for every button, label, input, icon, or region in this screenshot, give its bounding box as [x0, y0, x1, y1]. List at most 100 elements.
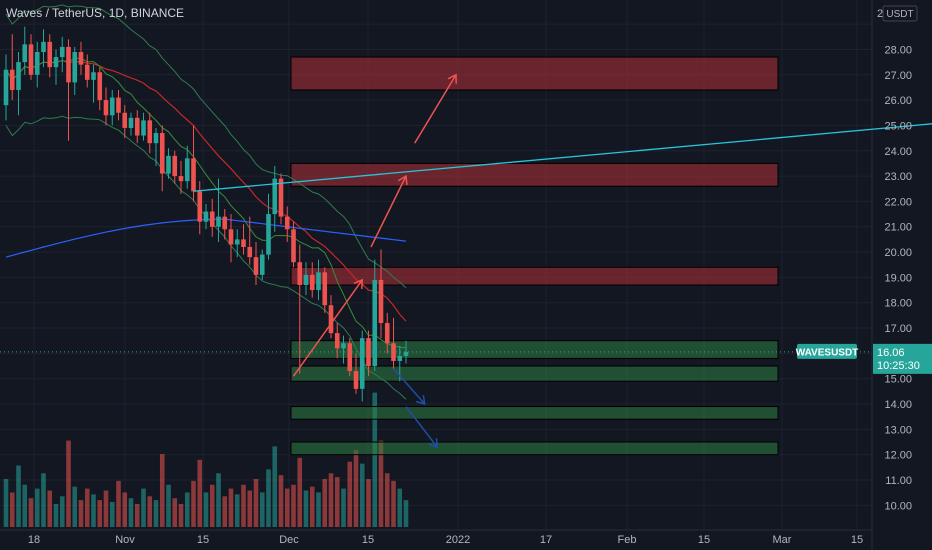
candle	[84, 64, 90, 80]
symbol-title: Waves / TetherUS, 1D, BINANCE	[6, 6, 188, 20]
candle	[253, 257, 259, 275]
volume-bar	[247, 490, 253, 527]
candle	[134, 117, 140, 136]
candle	[34, 51, 40, 75]
candle	[266, 214, 271, 255]
volume-bar	[297, 457, 303, 527]
candle	[397, 355, 403, 361]
price-tick-label: 19.00	[884, 272, 912, 284]
price-tick-label: 12.00	[884, 450, 912, 462]
candle	[178, 176, 184, 182]
volume-bar	[116, 480, 121, 527]
volume-bar	[328, 473, 334, 527]
volume-bar	[91, 494, 96, 527]
time-tick-label: 15	[197, 534, 209, 546]
volume-bar	[22, 484, 28, 527]
price-tag-countdown: 10:25:30	[877, 360, 920, 372]
price-tick-label: 17.00	[884, 323, 912, 335]
volume-bar	[59, 496, 65, 527]
resistance-zone	[290, 266, 779, 286]
volume-bar	[359, 463, 365, 527]
volume-bar	[372, 392, 378, 527]
time-tick-label: Nov	[115, 534, 135, 546]
projection-arrow-up-head	[447, 73, 457, 84]
candle	[116, 97, 121, 113]
volume-bar	[316, 492, 321, 527]
resistance-zone	[290, 162, 779, 187]
candle	[103, 100, 109, 116]
candle	[147, 120, 153, 144]
price-tag	[873, 343, 932, 374]
candle	[47, 41, 53, 68]
volume-bar	[403, 500, 409, 527]
price-tick-label: 24.00	[884, 146, 912, 158]
volume-bar	[28, 498, 34, 527]
price-tick-label: 27.00	[884, 70, 912, 82]
volume-bar	[291, 484, 296, 527]
volume-bar	[222, 496, 228, 527]
volume-bar	[391, 480, 396, 527]
candle	[203, 211, 209, 222]
projection-arrow-up	[414, 74, 457, 144]
price-tick-label: 11.00	[885, 475, 912, 487]
candle	[241, 239, 246, 248]
candle	[22, 44, 28, 63]
candle	[159, 133, 165, 174]
volume-bar	[122, 492, 128, 527]
volume-bar	[47, 490, 53, 527]
volume-bar	[3, 479, 9, 527]
candle	[28, 44, 34, 75]
volume-bar	[347, 461, 353, 527]
candle	[66, 46, 71, 83]
candle	[334, 333, 340, 349]
candle	[291, 229, 296, 263]
candle	[53, 57, 59, 68]
time-tick-label: 2022	[446, 534, 470, 546]
projection-arrow-up-head	[353, 278, 364, 289]
candle	[403, 351, 409, 356]
candle	[372, 279, 378, 367]
time-tick-label: Dec	[279, 534, 299, 546]
support-zone	[290, 441, 779, 456]
volume-bar	[397, 488, 403, 527]
volume-bar	[341, 488, 346, 527]
candle	[347, 343, 353, 372]
volume-bar	[184, 492, 190, 527]
price-tick-label: 28.00	[884, 44, 912, 56]
price-tick-label: 14.00	[884, 399, 912, 411]
time-tick-label: Mar	[773, 534, 792, 546]
price-tick-label: 18.00	[884, 298, 912, 310]
candle	[222, 216, 228, 230]
volume-bar	[166, 484, 171, 527]
time-tick-label: 15	[851, 534, 863, 546]
projection-arrow-up	[292, 279, 363, 377]
volume-bar	[109, 502, 115, 527]
projection-arrow-down	[405, 406, 438, 448]
candle	[141, 120, 146, 136]
volume-bar	[103, 490, 109, 527]
volume-bar	[309, 486, 315, 527]
candle	[172, 155, 178, 177]
support-zone	[290, 340, 779, 359]
volume-bar	[34, 488, 40, 527]
volume-bar	[253, 479, 259, 527]
candle	[278, 178, 284, 217]
volume-bar	[66, 440, 71, 527]
candle	[16, 62, 21, 90]
candle	[122, 112, 128, 128]
candle	[97, 72, 103, 101]
volume-bar	[216, 473, 221, 527]
candle	[78, 51, 84, 65]
volume-bar	[228, 488, 234, 527]
volume-bar	[134, 503, 140, 527]
candle	[197, 191, 203, 222]
candle	[59, 46, 65, 58]
support-zone	[290, 406, 779, 420]
volume-bar	[334, 477, 340, 527]
candle	[378, 279, 384, 323]
volume-bar	[259, 492, 265, 527]
price-tick-label: 26.00	[884, 95, 912, 107]
symbol-tag	[797, 343, 857, 359]
